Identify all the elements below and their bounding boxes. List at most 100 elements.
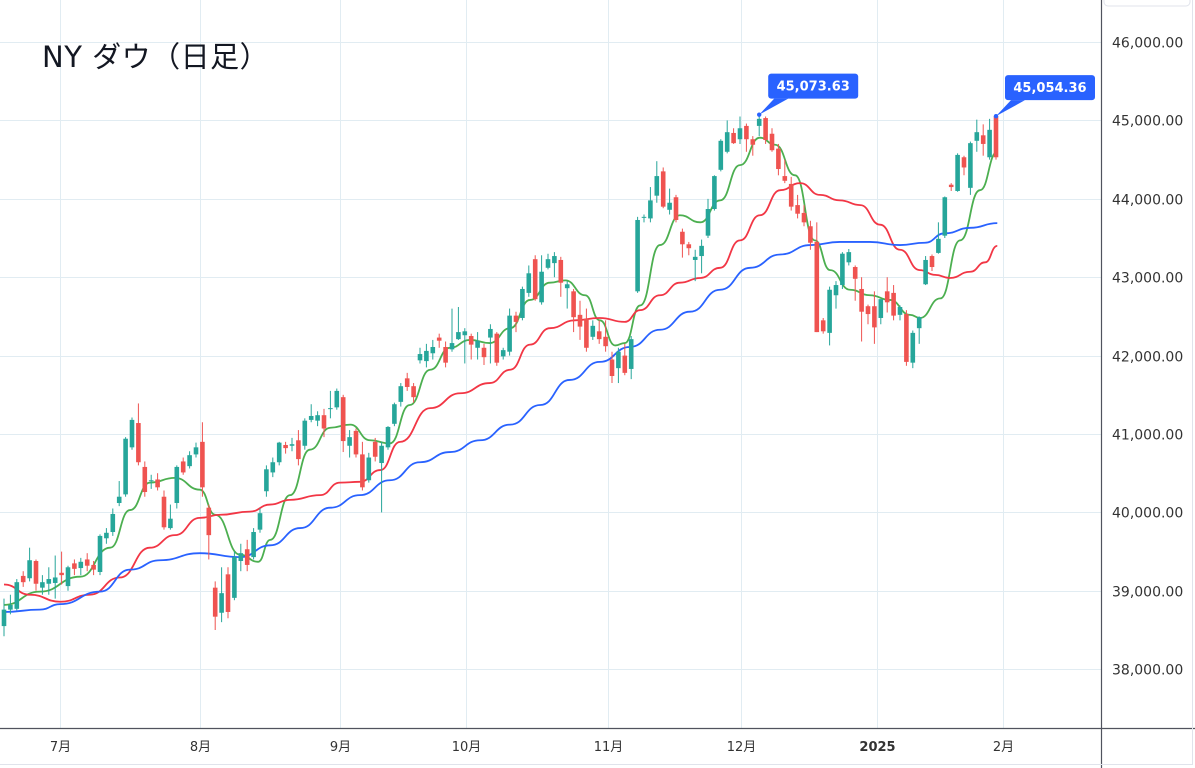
candle-body (193, 447, 199, 455)
candle-body (782, 176, 788, 181)
candle-body (532, 259, 538, 300)
ma-short-line (3, 136, 998, 606)
time-tick-label: 12月 (727, 740, 757, 755)
candle-body (379, 445, 384, 464)
candle-body (609, 359, 615, 376)
callout-pointer (996, 100, 1025, 117)
candle-body (84, 559, 90, 566)
candle-up (1, 598, 7, 637)
candle-up (232, 551, 237, 601)
candle-body (468, 336, 474, 345)
candle-body (776, 148, 781, 170)
candle-body (168, 518, 173, 529)
candle-body (148, 480, 154, 482)
callout-box (768, 73, 859, 99)
candle-up (840, 252, 845, 289)
time-axis[interactable]: 7月 8月 9月 10月 11月 12月 2025 2月 (50, 740, 1014, 755)
candle-body (980, 135, 986, 144)
candle-up (616, 347, 621, 384)
candle-up (129, 417, 135, 450)
candle-up (923, 256, 928, 286)
candle-down (763, 116, 768, 144)
callout-box (1005, 75, 1095, 101)
time-tick-label: 9月 (330, 740, 351, 755)
candle-up (289, 437, 295, 452)
candle-down (206, 504, 212, 560)
candle-body (174, 466, 180, 503)
candle-body (910, 332, 916, 363)
price-tick-label: 43,000.00 (1112, 271, 1183, 287)
candle-up (264, 465, 269, 497)
candle-up (833, 281, 839, 309)
candle-body (65, 567, 71, 587)
time-tick-label: 8月 (190, 740, 211, 755)
candle-body (264, 469, 269, 492)
candle-body (46, 579, 52, 584)
candle-up (398, 383, 404, 407)
candle-down (571, 288, 576, 333)
candle-body (488, 328, 493, 338)
candle-down (340, 394, 346, 453)
candle-up (238, 543, 244, 572)
candle-body (513, 315, 519, 322)
candle-body (40, 582, 45, 588)
candle-down (558, 256, 564, 297)
candle-body (571, 291, 576, 318)
candle-up (315, 411, 320, 427)
candle-body (404, 378, 410, 387)
candle-body (539, 271, 544, 303)
candle-body (577, 314, 583, 327)
candle-down (411, 383, 416, 403)
candle-body (654, 176, 660, 196)
candle-up (564, 281, 570, 309)
candle-down (603, 320, 608, 352)
candle-up (123, 437, 128, 497)
candle-body (238, 553, 244, 562)
price-axis[interactable]: 46,000.00 45,000.00 44,000.00 43,000.00 42,0… (1112, 36, 1183, 679)
candle-body (78, 561, 84, 569)
candle-body (904, 314, 909, 362)
candle-body (366, 457, 372, 481)
candle-down (961, 155, 967, 176)
candle-body (942, 197, 948, 236)
callout-label: 45,054.36 (1013, 81, 1086, 96)
candle-up (270, 457, 276, 478)
candle-down (212, 581, 218, 631)
candle-body (180, 461, 186, 473)
candle-down (200, 422, 205, 497)
candle-body (494, 333, 500, 363)
candle-up (347, 430, 352, 458)
candle-body (475, 340, 480, 348)
candle-body (244, 549, 250, 565)
candle-body (72, 563, 77, 569)
candle-body (129, 419, 135, 448)
candle-body (673, 197, 679, 220)
candle-up (116, 481, 122, 507)
candle-down (468, 333, 474, 360)
candle-down (993, 116, 999, 160)
candle-up (641, 214, 647, 223)
time-tick-label: 11月 (594, 740, 624, 755)
candle-body (296, 440, 301, 460)
candle-body (936, 238, 941, 253)
candle-body (334, 390, 340, 408)
candle-body (200, 441, 205, 488)
candle-down (91, 561, 96, 576)
candle-body (225, 574, 231, 612)
candle-down (865, 304, 871, 325)
candle-body (116, 496, 122, 503)
candle-body (891, 292, 896, 316)
candle-body (347, 437, 352, 446)
candle-body (820, 320, 826, 332)
candle-down (795, 194, 800, 219)
candle-body (718, 140, 724, 170)
candle-body (328, 408, 333, 410)
candle-body (865, 306, 871, 315)
candle-body (27, 560, 32, 579)
candle-body (840, 253, 845, 286)
candle-body (769, 133, 775, 151)
candle-down (136, 403, 141, 466)
candle-body (443, 346, 448, 363)
candle-down (353, 428, 359, 458)
price-tick-label: 42,000.00 (1112, 350, 1183, 366)
